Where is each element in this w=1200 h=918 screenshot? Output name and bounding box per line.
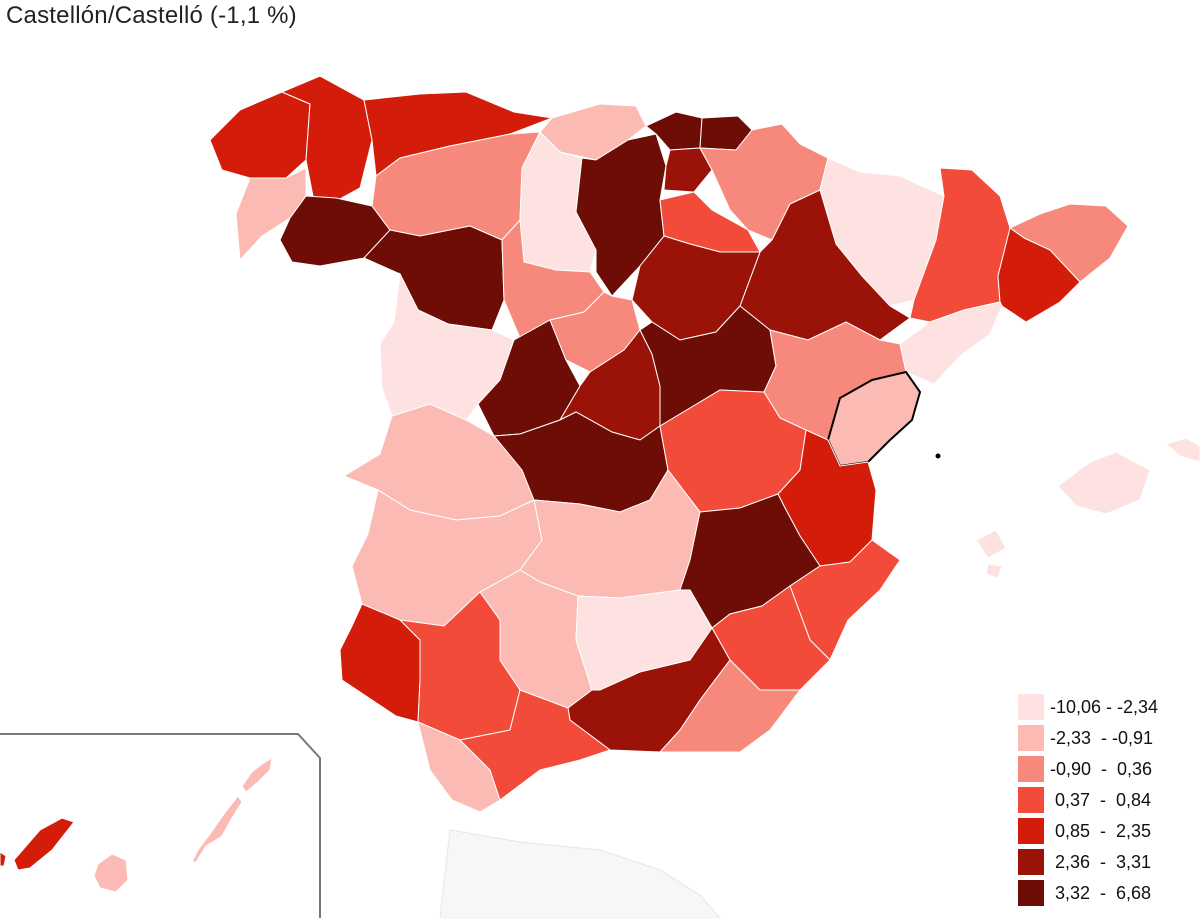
map-title: Castellón/Castelló (-1,1 %): [6, 2, 297, 29]
legend-item: 2,36 - 3,31: [1018, 849, 1198, 875]
province-zamora[interactable]: [363, 225, 505, 331]
legend-label: 0,85 - 2,35: [1050, 820, 1152, 841]
legend-swatch: [1018, 725, 1044, 751]
legend-item: 0,37 - 0,84: [1018, 787, 1198, 813]
province-ourense[interactable]: [279, 195, 391, 267]
province-a-coruna[interactable]: [209, 91, 311, 179]
legend-item: 0,85 - 2,35: [1018, 818, 1198, 844]
canary-inset-frame: [0, 733, 321, 918]
province-barcelona[interactable]: [997, 227, 1081, 323]
province-santa-cruz-tenerife[interactable]: [13, 817, 75, 871]
province-la-gomera-island[interactable]: [0, 851, 7, 867]
legend-swatch: [1018, 756, 1044, 782]
legend-label: -10,06 - -2,34: [1050, 696, 1159, 717]
province-baleares-ibiza[interactable]: [975, 529, 1007, 559]
province-segovia[interactable]: [549, 291, 641, 373]
province-castellon-highlighted[interactable]: [826, 370, 922, 468]
north-africa-outline: [439, 829, 721, 918]
legend-label: 2,36 - 3,31: [1050, 851, 1152, 872]
legend-swatch: [1018, 787, 1044, 813]
legend-item: -10,06 - -2,34: [1018, 694, 1198, 720]
province-baleares-menorca[interactable]: [1164, 437, 1200, 463]
legend-item: -0,90 - 0,36: [1018, 756, 1198, 782]
province-lanzarote-island[interactable]: [241, 757, 273, 793]
legend-swatch: [1018, 694, 1044, 720]
province-salamanca[interactable]: [379, 272, 515, 421]
legend-swatch: [1018, 818, 1044, 844]
legend-swatch: [1018, 849, 1044, 875]
province-gran-canaria-island[interactable]: [93, 853, 129, 893]
legend-item: 3,32 - 6,68: [1018, 880, 1198, 906]
legend-label: 3,32 - 6,68: [1050, 882, 1152, 903]
legend-label: 0,37 - 0,84: [1050, 789, 1152, 810]
province-baleares-mallorca[interactable]: [1057, 451, 1151, 515]
columbretes-islet: [935, 453, 941, 459]
province-lugo[interactable]: [280, 75, 373, 213]
province-baleares-formentera[interactable]: [985, 563, 1003, 579]
legend-label: -2,33 - -0,91: [1050, 727, 1154, 748]
province-malaga[interactable]: [458, 689, 612, 801]
legend-swatch: [1018, 880, 1044, 906]
legend-label: -0,90 - 0,36: [1050, 758, 1153, 779]
province-almeria[interactable]: [658, 659, 801, 753]
legend-item: -2,33 - -0,91: [1018, 725, 1198, 751]
province-fuerteventura-island[interactable]: [191, 795, 243, 863]
map-legend: -10,06 - -2,34 -2,33 - -0,91 -0,90 - 0,3…: [1018, 694, 1198, 911]
